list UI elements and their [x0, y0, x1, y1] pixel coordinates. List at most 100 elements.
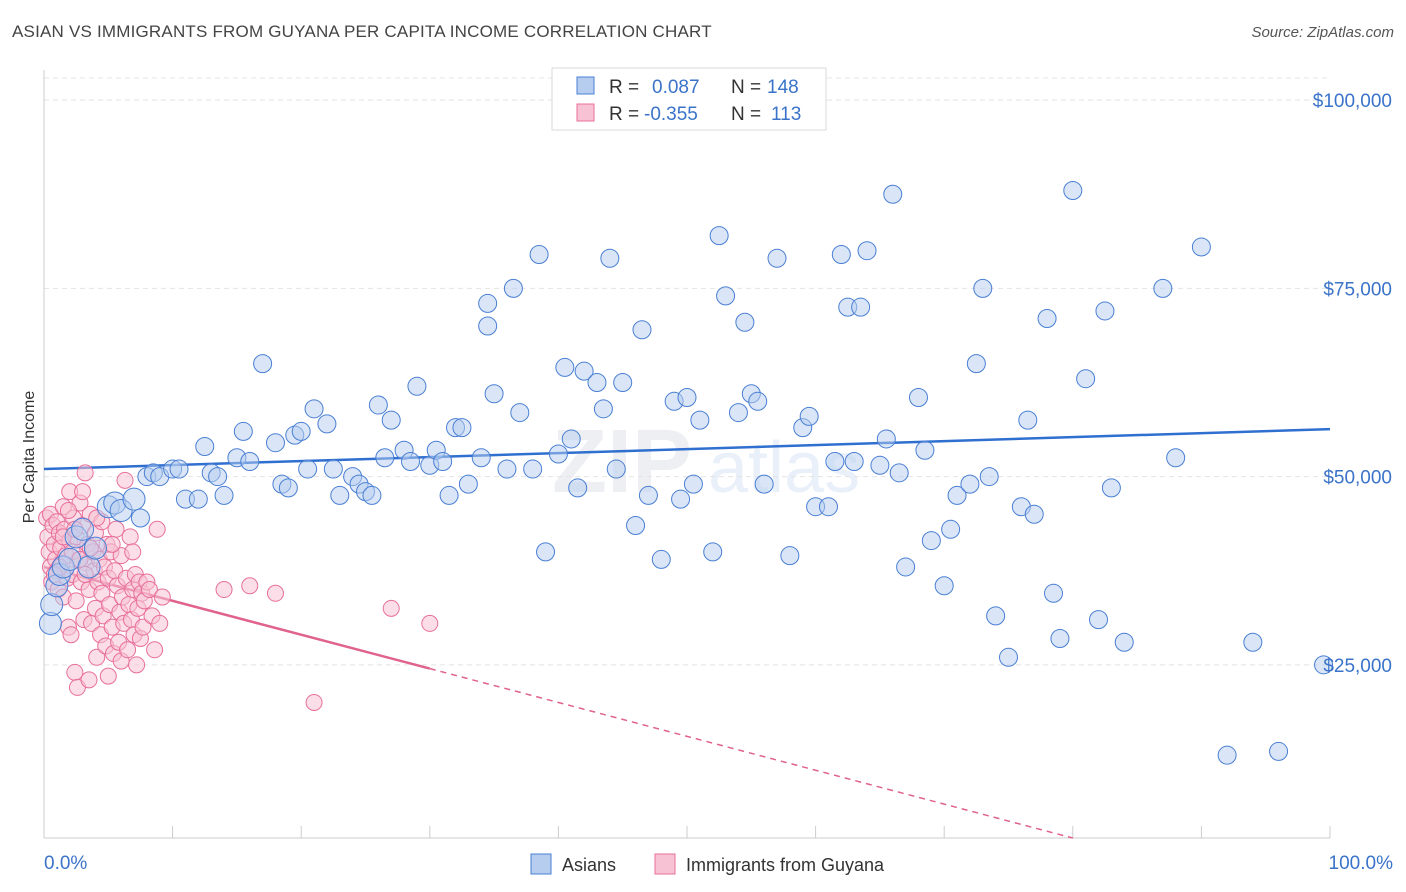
asian-point [600, 248, 620, 268]
series-asians-points [38, 180, 1334, 765]
y-tick-label: $100,000 [1313, 91, 1392, 112]
asian-point [195, 436, 215, 456]
asian-point [844, 452, 864, 472]
asian-point [1269, 741, 1289, 761]
asian-point [368, 395, 388, 415]
asian-point [780, 546, 800, 566]
chart-title: ASIAN VS IMMIGRANTS FROM GUYANA PER CAPI… [12, 22, 712, 41]
asian-point [883, 184, 903, 204]
asian-point [130, 508, 150, 528]
guyana-point [116, 471, 134, 489]
asian-point [265, 433, 285, 453]
asian-point [889, 463, 909, 483]
asian-point [278, 478, 298, 498]
asian-point [478, 293, 498, 313]
bottom-legend-swatch-asians [530, 853, 552, 875]
stats-legend-box [551, 67, 827, 131]
asian-point [323, 459, 343, 479]
bottom-legend-label-guyana: Immigrants from Guyana [686, 855, 885, 875]
asian-point [1153, 278, 1173, 298]
asian-point [677, 388, 697, 408]
asian-point [484, 384, 504, 404]
asian-point [452, 418, 472, 438]
asian-point [471, 448, 491, 468]
asian-point [735, 312, 755, 332]
asian-point [375, 448, 395, 468]
guyana-point [80, 671, 98, 689]
asian-point [709, 226, 729, 246]
guyana-point [140, 581, 158, 599]
asian-point [870, 455, 890, 475]
guyana-point [121, 528, 139, 546]
legend-r-label-asians: R = [609, 77, 639, 98]
guyana-point [76, 464, 94, 482]
x-tick-label-min: 0.0% [44, 853, 87, 874]
asian-point [947, 485, 967, 505]
asian-point [510, 403, 530, 423]
guyana-point [134, 618, 152, 636]
series-legend: Asians Immigrants from Guyana [530, 853, 885, 875]
asian-point [986, 606, 1006, 626]
asian-point [1243, 632, 1263, 652]
asian-point [439, 485, 459, 505]
asian-point [799, 406, 819, 426]
asian-point [529, 244, 549, 264]
guyana-trend-extension [429, 667, 1073, 839]
asian-point [1063, 180, 1083, 200]
guyana-point [151, 614, 169, 632]
asian-point [1191, 237, 1211, 257]
asian-point [767, 248, 787, 268]
asian-point [1044, 583, 1064, 603]
legend-r-label-guyana: R = [609, 104, 639, 125]
guyana-point [119, 641, 137, 659]
asian-point [1095, 301, 1115, 321]
stats-legend: R = 0.087 N = 148 R = -0.355 N = 113 [551, 67, 827, 131]
legend-n-label-asians: N = [731, 77, 761, 98]
asian-point [188, 489, 208, 509]
asian-point [240, 452, 260, 472]
asian-point [703, 542, 723, 562]
y-tick-label: $50,000 [1323, 468, 1392, 489]
asian-point [330, 485, 350, 505]
asian-point [1217, 745, 1237, 765]
asian-point [555, 357, 575, 377]
legend-n-value-asians: 148 [767, 77, 799, 98]
asian-point [523, 459, 543, 479]
legend-r-value-asians: 0.087 [652, 77, 700, 98]
legend-swatch-guyana [576, 103, 595, 122]
asian-point [1114, 632, 1134, 652]
asian-point [851, 297, 871, 317]
asian-point [568, 478, 588, 498]
asian-point [1050, 628, 1070, 648]
asian-point [298, 459, 318, 479]
asian-point [407, 376, 427, 396]
asian-point [317, 414, 337, 434]
asian-point [966, 354, 986, 374]
legend-n-label-guyana: N = [731, 104, 761, 125]
guyana-point [74, 483, 92, 501]
guyana-point [146, 641, 164, 659]
asian-point [908, 388, 928, 408]
asian-point [973, 278, 993, 298]
asian-point [58, 547, 82, 571]
asian-point [587, 372, 607, 392]
asian-point [915, 440, 935, 460]
guyana-point [241, 577, 259, 595]
guyana-point [124, 543, 142, 561]
asian-point [83, 536, 107, 560]
guyana-point [59, 501, 77, 519]
bottom-legend-label-asians: Asians [562, 855, 616, 875]
guyana-point [148, 520, 166, 538]
asian-point [690, 410, 710, 430]
x-tick-label-max: 100.0% [1329, 853, 1394, 874]
guyana-point [128, 656, 146, 674]
asian-point [921, 531, 941, 551]
asian-point [458, 474, 478, 494]
asian-point [1101, 478, 1121, 498]
asian-point [381, 410, 401, 430]
asian-point [497, 459, 517, 479]
asian-point [561, 429, 581, 449]
asian-point [574, 361, 594, 381]
asian-point [1024, 504, 1044, 524]
guyana-point [382, 599, 400, 617]
